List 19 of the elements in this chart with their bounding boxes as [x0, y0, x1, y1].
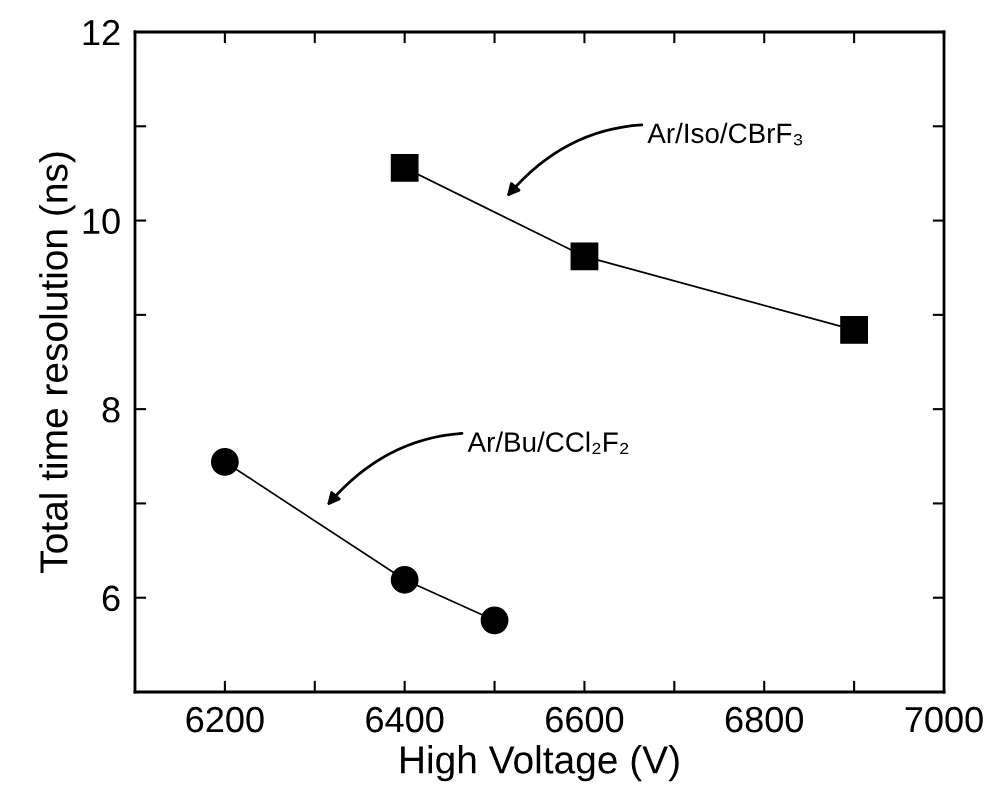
x-tick-label: 6800 — [725, 706, 803, 733]
point — [840, 316, 869, 344]
text: Ar/Bu/CCl₂F₂ — [467, 431, 629, 455]
point — [390, 565, 419, 594]
x-tick-label: 7000 — [905, 706, 983, 733]
y-tick-label: 12 — [83, 19, 120, 46]
point — [570, 242, 599, 271]
x-axis-title: High Voltage (V) — [401, 745, 679, 782]
y-tick-label: 8 — [102, 397, 120, 423]
point — [390, 153, 419, 182]
x-tick-label: 6200 — [186, 706, 264, 733]
point — [480, 606, 509, 635]
point — [210, 448, 239, 476]
x-tick-label: 6600 — [546, 706, 624, 733]
y-axis-title: Total time resolution (ns) — [39, 152, 76, 573]
text: Ar/Iso/CBrF₃ — [647, 122, 803, 146]
y-tick-label: 10 — [83, 208, 120, 235]
y-tick-label: 6 — [102, 585, 120, 612]
x-tick-label: 6400 — [366, 706, 444, 733]
